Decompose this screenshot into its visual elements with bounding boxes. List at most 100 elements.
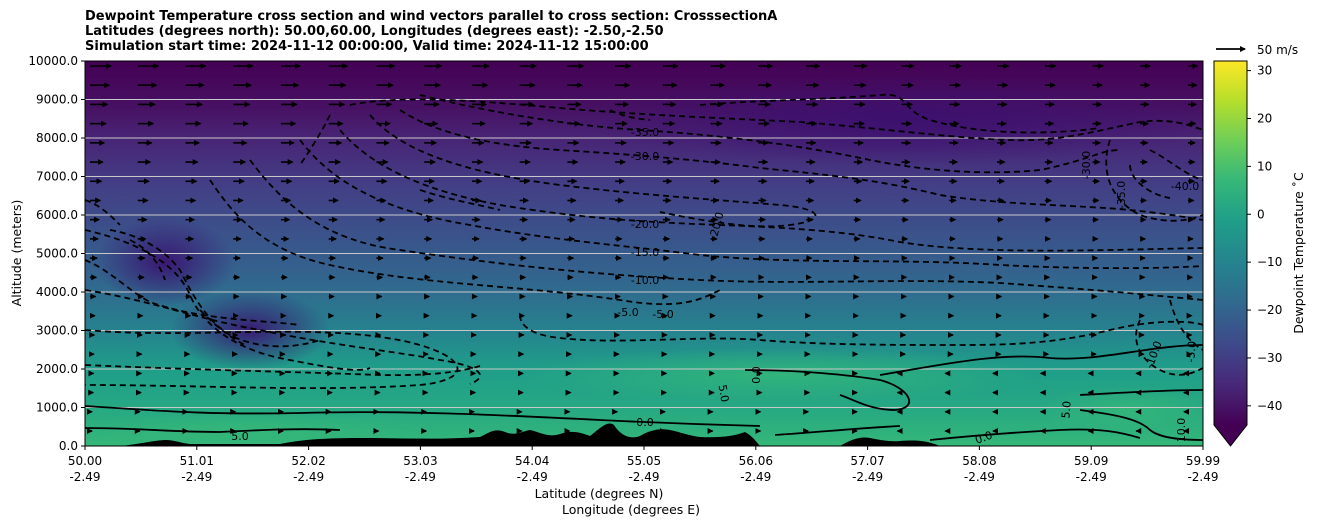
contour-line (299, 114, 331, 166)
contour-line (209, 179, 721, 306)
x-tick-label-lat: 58.08 (962, 454, 996, 468)
contour-line (85, 199, 121, 226)
chart-title-line-2: Latitudes (degrees north): 50.00,60.00, … (85, 24, 664, 39)
colorbar-tick-label: −30 (1257, 351, 1282, 365)
x-axis-label-longitude: Longitude (degrees E) (562, 502, 700, 517)
contour-line (1105, 139, 1203, 222)
x-tick-label-lat: 59.09 (1074, 454, 1108, 468)
contour-label: -35.0 (1115, 181, 1128, 209)
contour-label: 5.0 (1059, 400, 1073, 419)
contour-label: -35.0 (631, 126, 659, 139)
y-tick-label: 8000.0 (36, 131, 78, 145)
contour-label: -5.0 (1184, 340, 1199, 363)
y-tick-label: 9000.0 (36, 93, 78, 107)
contour-line (399, 109, 1203, 221)
colorbar-fill (1214, 61, 1247, 425)
contour-line (339, 129, 1203, 252)
contour-label: 10.0 (1175, 418, 1188, 443)
contour-line (774, 425, 901, 436)
colorbar-ticks: 30 20 10 0 −10 −20 −30 −40 (1247, 64, 1282, 413)
contour-line (419, 189, 501, 211)
negative-contours (85, 93, 1203, 390)
contour-line (109, 229, 321, 348)
x-tick-label-lon: -2.49 (181, 470, 212, 484)
colorbar-tick-label: −10 (1257, 255, 1282, 269)
contour-line (879, 344, 1203, 376)
contour-label: 0.0 (750, 366, 763, 384)
x-axis-ticks: 50.00 -2.49 51.01 -2.49 52.02 -2.49 53.03 -2.49… (68, 446, 1220, 484)
contour-line (1169, 299, 1203, 351)
contour-line (419, 94, 1121, 174)
y-tick-label: 0.0 (59, 439, 78, 453)
y-tick-label: 3000.0 (36, 324, 78, 338)
y-tick-label: 6000.0 (36, 208, 78, 222)
y-tick-label: 7000.0 (36, 170, 78, 184)
x-tick-label-lon: -2.49 (964, 470, 995, 484)
x-axis-label-latitude: Latitude (degrees N) (535, 486, 664, 501)
y-tick-label: 2000.0 (36, 362, 78, 376)
contour-line (85, 427, 341, 433)
colorbar-tick-label: 0 (1257, 207, 1265, 221)
contour-label: -5.0 (617, 306, 638, 319)
x-tick-label-lat: 53.03 (403, 454, 437, 468)
wind-vectors (87, 63, 1199, 434)
x-tick-label-lat: 52.02 (291, 454, 325, 468)
contour-label: 5.0 (716, 384, 732, 403)
contour-label: -40.0 (1171, 180, 1199, 193)
x-tick-label-lon: -2.49 (1076, 470, 1107, 484)
colorbar-outline (1213, 60, 1248, 447)
contour-line (349, 98, 1203, 142)
contour-label: -20.0 (631, 218, 659, 231)
contour-line (299, 139, 1203, 270)
x-tick-label-lon: -2.49 (1187, 470, 1218, 484)
x-tick-label-lon: -2.49 (69, 470, 100, 484)
colorbar-tick-label: 30 (1257, 64, 1272, 78)
x-tick-label-lat: 50.00 (68, 454, 102, 468)
chart-title-line-1: Dewpoint Temperature cross section and w… (85, 9, 778, 24)
colorbar-tick-label: −40 (1257, 399, 1282, 413)
y-tick-label: 10000.0 (28, 54, 78, 68)
contour-label: 0.0 (973, 429, 994, 447)
contour-line (1135, 319, 1203, 376)
x-tick-label-lat: 56.06 (739, 454, 773, 468)
contour-label: -5.0 (652, 308, 673, 321)
colorbar-tick-label: 10 (1257, 159, 1272, 173)
contour-label: -30.0 (1080, 151, 1093, 179)
contour-line (85, 364, 481, 377)
colorbar: 30 20 10 0 −10 −20 −30 −40 Dewpoint Temperature… (1213, 60, 1306, 447)
contour-line (129, 239, 166, 281)
x-tick-label-lat: 59.99 (1186, 454, 1220, 468)
grid-lines (85, 99, 1203, 408)
x-tick-label-lon: -2.49 (405, 470, 436, 484)
x-tick-label-lon: -2.49 (293, 470, 324, 484)
x-tick-label-lon: -2.49 (628, 470, 659, 484)
contour-label: -30.0 (631, 150, 659, 163)
upper-dry-shading (580, 75, 1203, 165)
contour-line (609, 109, 651, 121)
x-tick-label-lon: -2.49 (852, 470, 883, 484)
colorbar-extend-min (1214, 425, 1247, 446)
contour-line (519, 314, 1203, 346)
contour-line (199, 309, 246, 346)
contour-line (85, 405, 761, 427)
contour-line (929, 428, 1141, 441)
moist-layer-shading (520, 347, 1040, 403)
y-tick-label: 4000.0 (36, 285, 78, 299)
y-axis-label: Altitude (meters) (9, 200, 24, 307)
y-tick-label: 1000.0 (36, 401, 78, 415)
colorbar-label: Dewpoint Temperature ˚C (1291, 172, 1306, 334)
quiver-key-label: 50 m/s (1257, 43, 1298, 57)
contour-label: -15.0 (631, 246, 659, 259)
contour-label: 0.0 (636, 416, 654, 429)
contour-line (85, 229, 371, 371)
terrain (85, 423, 940, 446)
contour-line (85, 329, 459, 390)
x-tick-label-lat: 54.04 (515, 454, 549, 468)
contour-label: 5.0 (231, 430, 249, 443)
moist-layer-shading (1040, 385, 1203, 435)
plot-area: -35.0-30.0-20.0-15.0-10.0-5.0 -5.05.0-20.… (85, 61, 1203, 447)
contour-label: -10.0 (631, 274, 659, 287)
colorbar-tick-label: 20 (1257, 111, 1272, 125)
contour-line (1149, 149, 1203, 181)
